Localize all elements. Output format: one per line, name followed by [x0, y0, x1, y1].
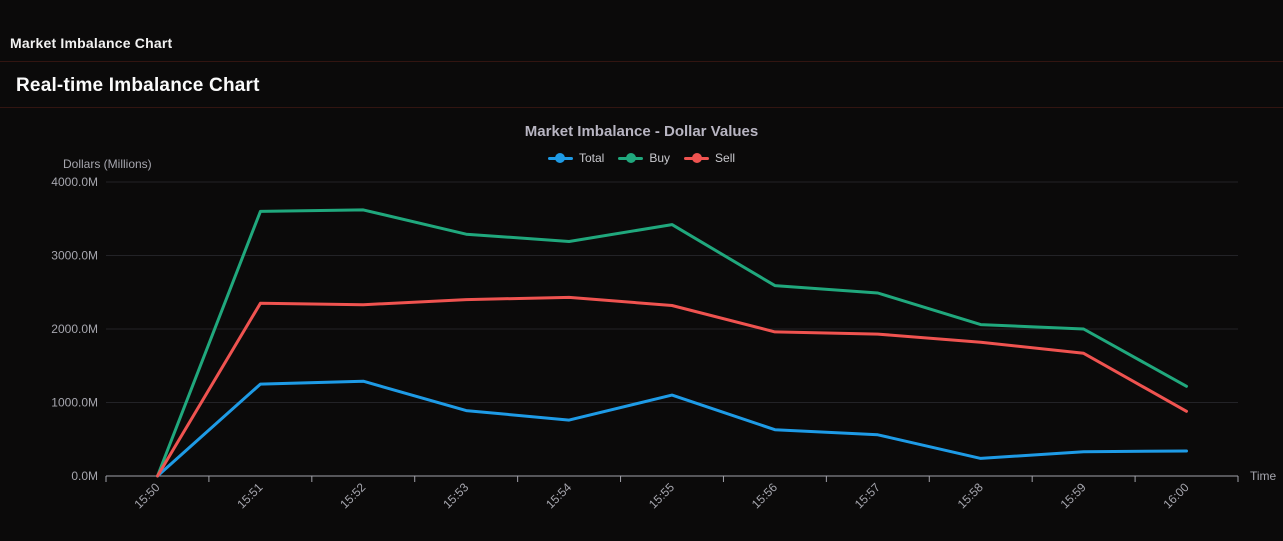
y-axis-tick-label: 1000.0M [51, 396, 98, 410]
x-axis-name: Time [1250, 469, 1277, 483]
x-axis-label-16:00: 16:00 [1161, 480, 1192, 511]
buy-line-marker-icon [618, 153, 644, 163]
y-axis-tick-label: 2000.0M [51, 322, 98, 336]
legend-item-buy[interactable]: Buy [618, 151, 670, 165]
legend-item-total[interactable]: Total [547, 151, 605, 165]
series-line-buy [156, 208, 1188, 478]
x-axis-label-15:56: 15:56 [749, 480, 780, 511]
y-axis-tick-label: 4000.0M [51, 175, 98, 189]
x-axis-label-15:54: 15:54 [543, 480, 574, 511]
x-axis-label-15:57: 15:57 [852, 480, 883, 511]
legend-label-buy: Buy [649, 151, 671, 165]
x-axis-label-15:50: 15:50 [131, 480, 162, 511]
page-title: Real-time Imbalance Chart [16, 75, 260, 96]
legend-label-total: Total [578, 151, 605, 165]
total-line-marker-icon [547, 153, 573, 163]
x-axis-label-15:55: 15:55 [646, 480, 677, 511]
chart-title: Market Imbalance - Dollar Values [524, 123, 759, 140]
sell-line-marker-icon [684, 153, 710, 163]
legend-item-sell[interactable]: Sell [684, 151, 735, 165]
window-title: Market Imbalance Chart [10, 35, 173, 51]
series-line-total [156, 379, 1188, 478]
chart-legend: Total Buy Sell [0, 151, 1283, 165]
x-axis-label-15:53: 15:53 [440, 480, 471, 511]
header-separator [0, 61, 1283, 62]
x-axis-label-15:51: 15:51 [234, 480, 265, 511]
series-line-sell [156, 295, 1188, 478]
x-axis-label-15:58: 15:58 [955, 480, 986, 511]
heading-separator [0, 107, 1283, 108]
y-axis-name: Dollars (Millions) [63, 157, 152, 171]
y-axis-tick-label: 3000.0M [51, 249, 98, 263]
x-axis-label-15:52: 15:52 [337, 480, 368, 511]
x-axis-label-15:59: 15:59 [1058, 480, 1089, 511]
legend-label-sell: Sell [715, 151, 736, 165]
y-axis-tick-label: 0.0M [71, 469, 98, 483]
